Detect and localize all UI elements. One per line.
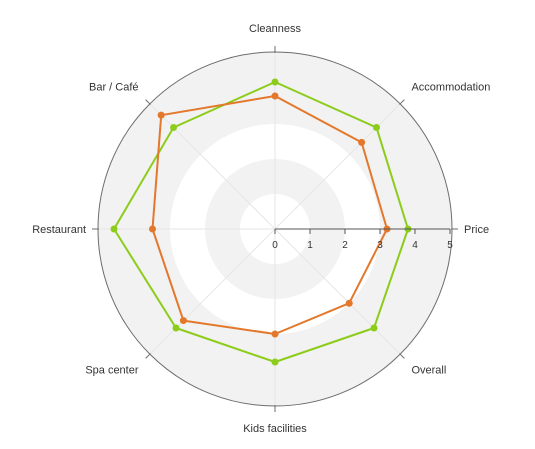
series-1-point-5: [179, 317, 187, 325]
axis-label-spa-center: Spa center: [85, 364, 139, 376]
tick-label-4: 4: [412, 240, 418, 251]
axis-label-kids-facilities: Kids facilities: [243, 423, 307, 435]
series-0-point-3: [370, 324, 378, 332]
tick-label-2: 2: [342, 240, 348, 251]
axis-label-cleanness: Cleanness: [249, 23, 301, 35]
series-1-point-7: [157, 111, 165, 119]
series-1-point-4: [271, 330, 279, 338]
series-1-point-6: [149, 225, 156, 233]
tick-label-0: 0: [272, 240, 278, 251]
tick-label-1: 1: [307, 240, 313, 251]
axis-label-bar-caf: Bar / Café: [89, 82, 139, 94]
axis-label-restaurant: Restaurant: [32, 224, 86, 236]
spoke-tick-1: [399, 99, 405, 105]
axis-labels: Cleanness Accommodation Price Overall Kids f…: [32, 23, 490, 435]
tick-label-3: 3: [377, 240, 383, 251]
series-1-point-0: [271, 92, 279, 100]
series-0-point-1: [372, 124, 380, 132]
axis-label-overall: Overall: [411, 364, 446, 376]
spoke-tick-3: [399, 353, 405, 359]
series-0-point-4: [271, 358, 279, 366]
series-0-point-7: [170, 124, 178, 132]
series-1-point-1: [358, 138, 366, 146]
axis-label-price: Price: [464, 224, 489, 236]
series-layer: [110, 78, 412, 366]
radial-ticks: 0 1 2 3 4 5: [272, 228, 453, 251]
axis-label-accommodation: Accommodation: [411, 82, 490, 94]
tick-label-5: 5: [447, 240, 453, 251]
series-0-point-5: [172, 324, 180, 332]
series-1-point-3: [345, 299, 353, 307]
spoke-tick-5: [145, 353, 151, 359]
spoke-3: [274, 228, 400, 354]
series-0-point-6: [110, 225, 118, 233]
series-0-point-0: [271, 78, 279, 86]
spoke-5: [150, 228, 276, 354]
spoke-tick-7: [145, 99, 151, 105]
